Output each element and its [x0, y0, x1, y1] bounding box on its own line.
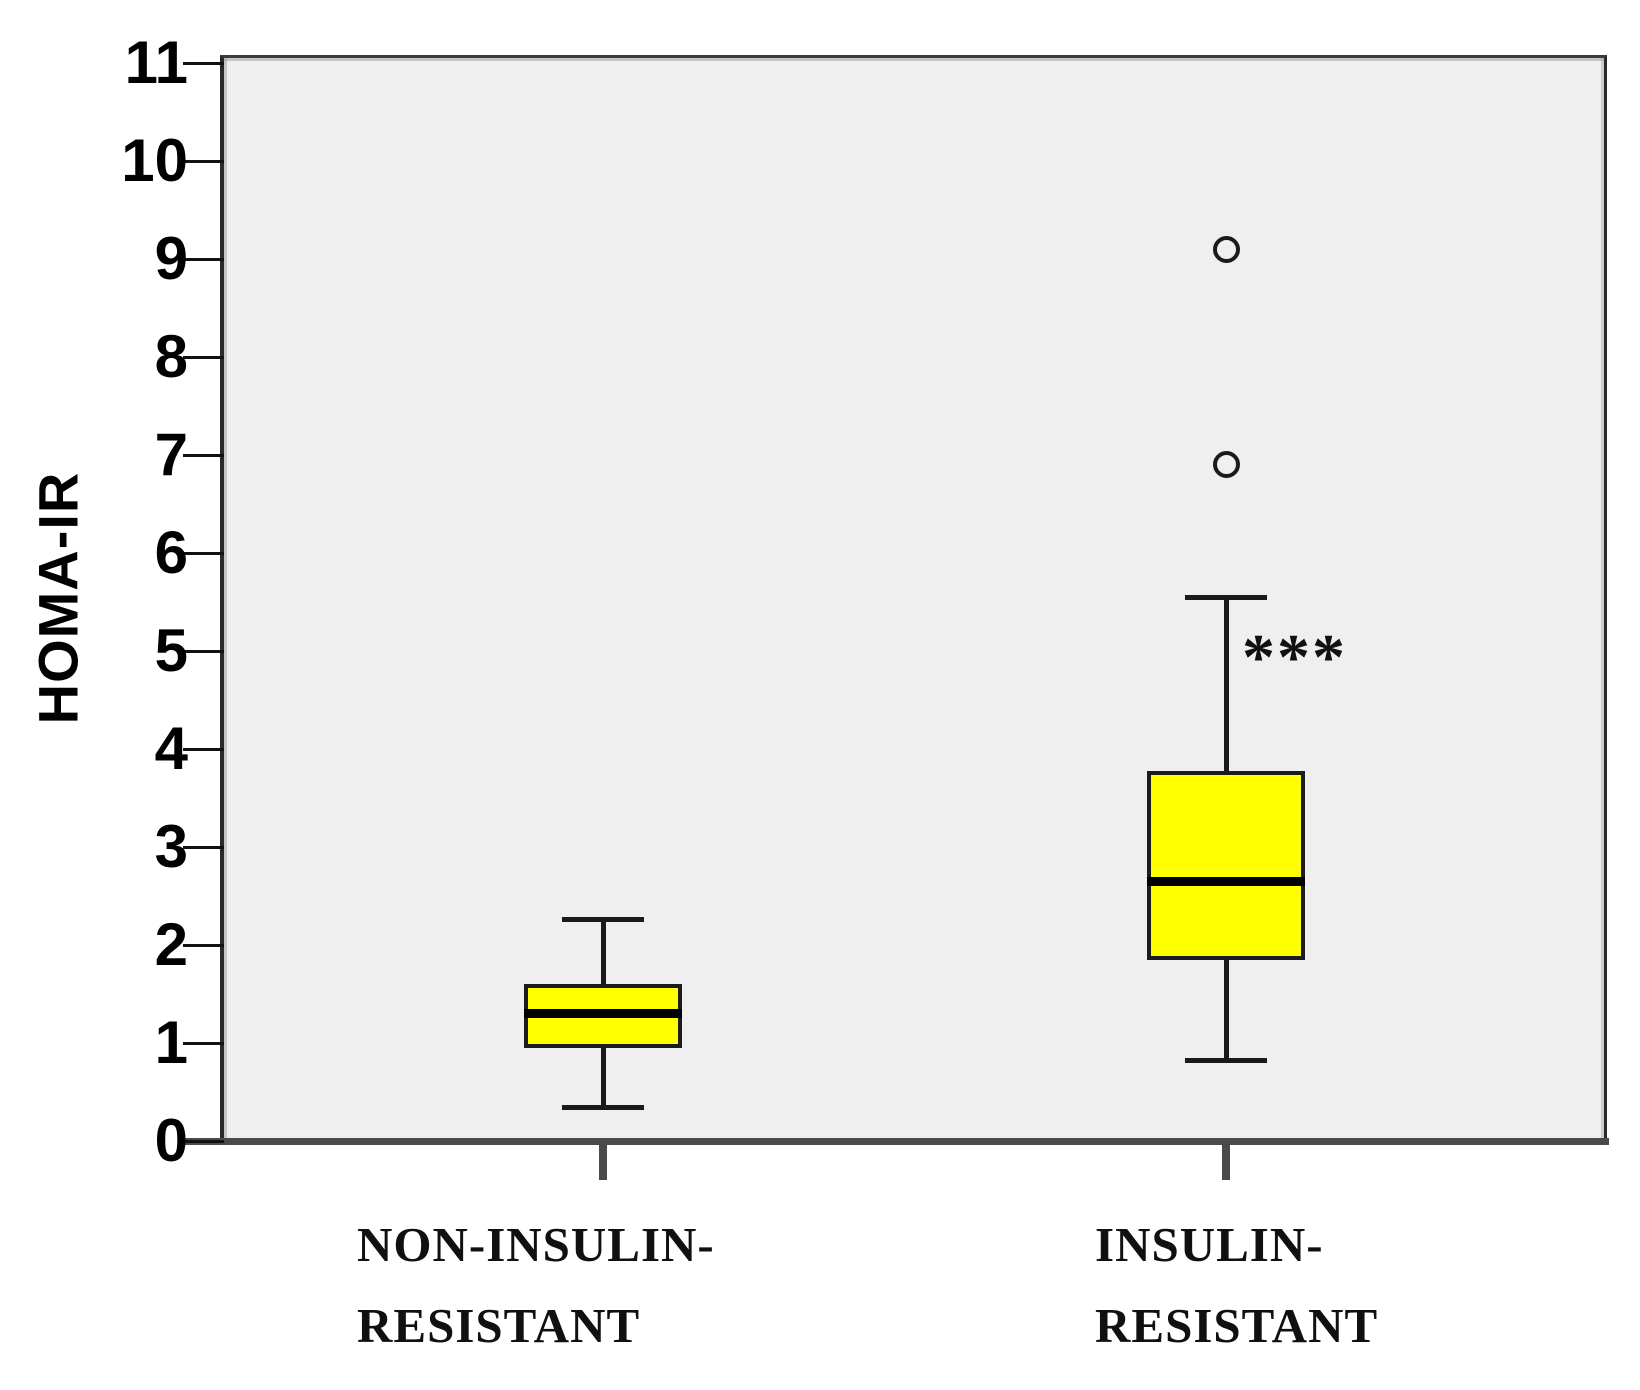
y-tick-mark	[183, 1139, 224, 1143]
outlier-point	[1212, 451, 1240, 479]
y-tick-label: 5	[154, 617, 188, 684]
x-category-label-line: NON-INSULIN-	[357, 1217, 715, 1272]
upper-whisker-cap	[1185, 595, 1267, 601]
y-tick-mark	[183, 453, 224, 457]
y-tick-mark	[183, 551, 224, 555]
lower-whisker-cap	[1185, 1057, 1267, 1063]
y-tick-label: 3	[154, 813, 188, 880]
significance-annotation: ***	[1242, 621, 1347, 694]
y-tick-label: 1	[154, 1009, 188, 1076]
y-tick-mark	[183, 257, 224, 261]
y-tick-mark	[183, 61, 224, 65]
x-category-label-line: RESISTANT	[1095, 1298, 1379, 1353]
y-tick-label: 6	[154, 519, 188, 586]
y-tick-mark	[183, 355, 224, 359]
x-category-label-line: INSULIN-	[1095, 1217, 1324, 1272]
x-category-label-line: RESISTANT	[357, 1298, 641, 1353]
y-tick-label: 8	[154, 323, 188, 390]
y-tick-mark	[183, 159, 224, 163]
y-tick-label: 10	[121, 127, 188, 194]
x-axis-line	[185, 1138, 1609, 1145]
lower-whisker-line	[600, 1047, 606, 1107]
x-tick-mark	[1222, 1144, 1230, 1180]
y-tick-label: 4	[154, 715, 188, 782]
x-category-label: NON-INSULIN- RESISTANT	[357, 1204, 715, 1366]
upper-whisker-line	[1223, 597, 1229, 771]
median-line	[1147, 876, 1305, 886]
x-tick-mark	[599, 1144, 607, 1180]
median-line	[524, 1009, 682, 1019]
plot-area	[220, 55, 1607, 1141]
upper-whisker-line	[600, 918, 606, 985]
y-tick-label: 9	[154, 225, 188, 292]
lower-whisker-line	[1223, 959, 1229, 1060]
y-tick-mark	[183, 943, 224, 947]
lower-whisker-cap	[562, 1104, 644, 1110]
y-tick-label: 2	[154, 911, 188, 978]
y-tick-mark	[183, 1041, 224, 1045]
y-tick-mark	[183, 649, 224, 653]
upper-whisker-cap	[562, 916, 644, 922]
y-tick-mark	[183, 747, 224, 751]
y-tick-label: 0	[154, 1107, 188, 1174]
y-tick-label: 7	[154, 421, 188, 488]
y-axis-title: HOMA-IR	[26, 471, 90, 725]
y-tick-label: 11	[124, 29, 188, 96]
y-tick-mark	[183, 845, 224, 849]
x-category-label: INSULIN- RESISTANT	[1095, 1204, 1378, 1366]
outlier-point	[1212, 235, 1240, 263]
box-insulin-resistant	[1147, 770, 1305, 960]
